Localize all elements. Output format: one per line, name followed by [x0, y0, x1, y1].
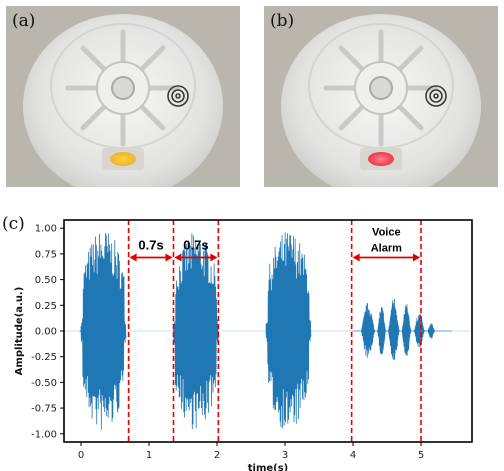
y-tick-label: -1.00 — [31, 429, 57, 440]
x-tick-label: 5 — [418, 450, 424, 461]
voice-segment-6 — [427, 323, 435, 339]
speaker-grille-icon — [425, 85, 447, 107]
annotation-arrowhead-right — [210, 253, 218, 262]
x-tick-label: 2 — [214, 450, 220, 461]
annotation-2: 0.7s — [174, 238, 218, 262]
annotation-arrowhead-right — [165, 253, 173, 262]
y-axis-label: Amplitude(a.u.) — [14, 287, 25, 376]
tone-burst-3 — [265, 232, 312, 429]
time-markers — [127, 220, 422, 442]
panel-label-a: (a) — [12, 11, 35, 31]
y-axis-ticks: 1.00 0.75 0.50 0.25 0.00 -0.25 -0.50 -0.75 -1.00 — [31, 224, 64, 440]
annotation-1: 0.7s — [129, 238, 173, 262]
waveform-series — [79, 232, 452, 430]
y-tick-label: 0.50 — [35, 275, 57, 286]
led-indicator — [368, 152, 394, 166]
sensor-center — [111, 76, 135, 100]
led-indicator — [110, 152, 136, 166]
y-tick-label: 0.75 — [35, 249, 57, 260]
x-tick-label: 1 — [146, 450, 152, 461]
annotation-label-line-1: Voice — [372, 226, 401, 238]
voice-segment-4 — [401, 304, 412, 356]
panel-label-c: (c) — [2, 214, 25, 234]
voice-segment-3 — [387, 298, 400, 360]
voice-segment-2 — [377, 306, 387, 355]
y-tick-label: -0.50 — [31, 378, 57, 389]
annotation-arrowhead-right — [413, 253, 420, 262]
panel-label-b: (b) — [270, 11, 294, 31]
tone-burst-2 — [173, 233, 219, 430]
x-tick-label: 4 — [350, 450, 356, 461]
voice-segment-5 — [413, 314, 425, 348]
sensor-center — [369, 76, 393, 100]
x-axis-ticks: 0 1 2 3 4 5 — [78, 442, 424, 461]
y-tick-label: -0.75 — [31, 404, 57, 415]
annotation-label-line-2: Alarm — [371, 243, 402, 255]
x-tick-label: 0 — [78, 450, 84, 461]
annotation-label: 0.7s — [183, 238, 208, 253]
y-tick-label: 0.00 — [35, 327, 57, 338]
y-tick-label: -0.25 — [31, 352, 57, 363]
y-tick-label: 1.00 — [35, 224, 57, 235]
annotation-3: Voice Alarm — [352, 226, 420, 262]
photo-detector-red-led: (b) — [264, 6, 498, 187]
annotation-label: 0.7s — [138, 238, 163, 253]
photo-detector-yellow-led: (a) — [6, 6, 240, 187]
x-axis-label: time(s) — [248, 463, 289, 471]
interval-annotations: 0.7s 0.7s Voice Alarm — [129, 226, 420, 262]
y-tick-label: 0.25 — [35, 301, 57, 312]
waveform-chart: 0.7s 0.7s Voice Alarm 0 1 2 3 4 5 1.00 0.75 0.50 0.… — [14, 219, 473, 471]
x-tick-label: 3 — [282, 450, 288, 461]
annotation-arrowhead-left — [174, 253, 182, 262]
tone-burst-1 — [80, 232, 127, 430]
annotation-arrowhead-left — [352, 253, 360, 262]
voice-segment-1 — [360, 302, 376, 358]
speaker-grille-icon — [167, 85, 189, 107]
annotation-arrowhead-left — [129, 253, 137, 262]
